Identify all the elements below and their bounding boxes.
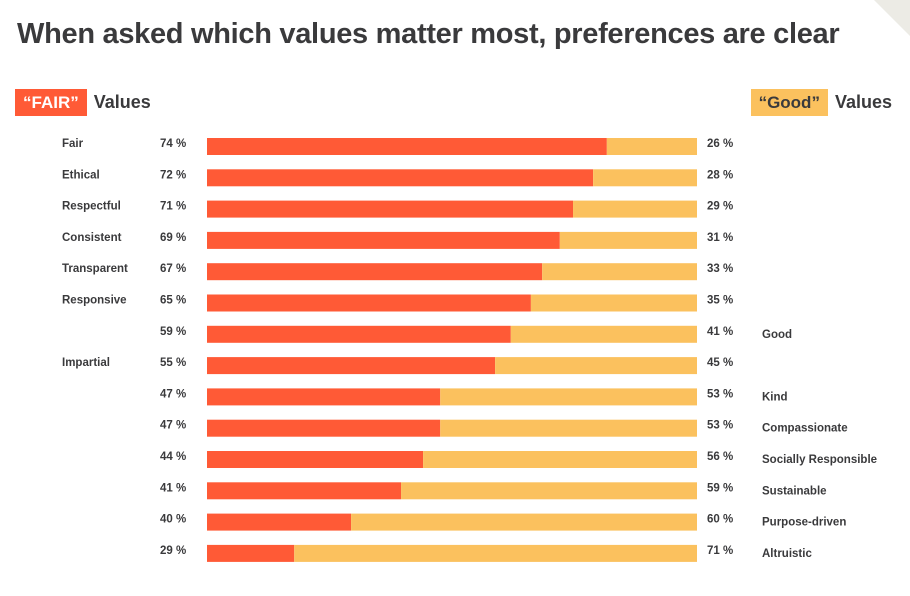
bar-fair-segment	[207, 388, 441, 406]
category-label-fair: Responsive	[62, 295, 127, 307]
category-label-fair: Fair	[62, 138, 84, 150]
bar-fair-segment	[207, 357, 496, 375]
bar-fair-segment	[207, 451, 424, 468]
category-label-fair: Ethical	[62, 169, 100, 181]
data-label-good: 71 %	[707, 545, 733, 557]
bar-fair-segment	[207, 294, 531, 312]
bar-fair-segment	[207, 138, 607, 155]
legend-good: “Good” Values	[750, 89, 892, 116]
bar-good-segment	[542, 263, 697, 281]
data-label-good: 33 %	[707, 263, 733, 275]
data-label-fair: 47 %	[160, 420, 186, 432]
category-label-fair: Transparent	[62, 263, 128, 275]
bar-good-segment	[351, 513, 697, 531]
data-label-fair: 74 %	[160, 138, 186, 150]
page-title: When asked which values matter most, pre…	[17, 18, 840, 50]
bar-fair-segment	[207, 482, 402, 500]
category-label-fair: Impartial	[62, 357, 110, 369]
category-label-good: Good	[762, 329, 792, 341]
data-label-good: 26 %	[707, 138, 733, 150]
data-label-fair: 47 %	[160, 388, 186, 400]
legend-good-text: Values	[834, 92, 892, 112]
data-label-fair: 67 %	[160, 263, 186, 275]
data-label-good: 35 %	[707, 295, 733, 307]
bar-good-segment	[593, 169, 697, 187]
category-label-good: Sustainable	[762, 485, 827, 497]
legend-fair: “FAIR” Values	[15, 89, 151, 116]
bar-good-segment	[440, 388, 697, 406]
category-label-good: Kind	[762, 391, 788, 403]
bar-good-segment	[495, 357, 697, 375]
category-label-good: Altruistic	[762, 548, 812, 560]
category-label-good: Purpose-driven	[762, 517, 846, 529]
bar-good-segment	[423, 451, 697, 468]
data-label-fair: 69 %	[160, 232, 186, 244]
data-label-fair: 44 %	[160, 451, 186, 463]
bar-fair-segment	[207, 263, 543, 281]
legend-fair-chip: “FAIR”	[15, 89, 87, 116]
data-label-fair: 41 %	[160, 482, 186, 494]
data-label-fair: 72 %	[160, 169, 186, 181]
bar-good-segment	[573, 200, 697, 218]
bar-fair-segment	[207, 419, 441, 437]
bar-good-segment	[559, 231, 697, 249]
bar-fair-segment	[207, 544, 295, 562]
legend-fair-text: Values	[93, 92, 151, 112]
data-label-good: 45 %	[707, 357, 733, 369]
data-label-fair: 65 %	[160, 295, 186, 307]
legend-good-chip: “Good”	[750, 89, 828, 116]
bar-fair-segment	[207, 513, 352, 531]
bar-fair-segment	[207, 325, 511, 343]
corner-decoration	[874, 0, 910, 36]
bar-fair-segment	[207, 169, 594, 187]
bar-good-segment	[510, 325, 697, 343]
data-label-fair: 40 %	[160, 514, 186, 526]
category-label-good: Socially Responsible	[762, 454, 877, 466]
data-label-good: 60 %	[707, 514, 733, 526]
data-label-good: 56 %	[707, 451, 733, 463]
category-label-fair: Consistent	[62, 232, 122, 244]
data-label-good: 41 %	[707, 326, 733, 338]
data-label-fair: 59 %	[160, 326, 186, 338]
data-label-fair: 29 %	[160, 545, 186, 557]
bar-good-segment	[294, 544, 697, 562]
bar-good-segment	[401, 482, 697, 500]
bar-good-segment	[606, 138, 697, 155]
data-label-good: 59 %	[707, 482, 733, 494]
category-label-fair: Respectful	[62, 201, 121, 213]
data-label-good: 53 %	[707, 420, 733, 432]
data-label-fair: 71 %	[160, 201, 186, 213]
category-label-good: Compassionate	[762, 423, 848, 435]
bar-good-segment	[530, 294, 697, 312]
data-label-fair: 55 %	[160, 357, 186, 369]
bar-fair-segment	[207, 231, 560, 249]
bar-fair-segment	[207, 200, 574, 218]
bar-good-segment	[440, 419, 697, 437]
data-label-good: 29 %	[707, 201, 733, 213]
data-label-good: 53 %	[707, 388, 733, 400]
data-label-good: 31 %	[707, 232, 733, 244]
data-label-good: 28 %	[707, 169, 733, 181]
